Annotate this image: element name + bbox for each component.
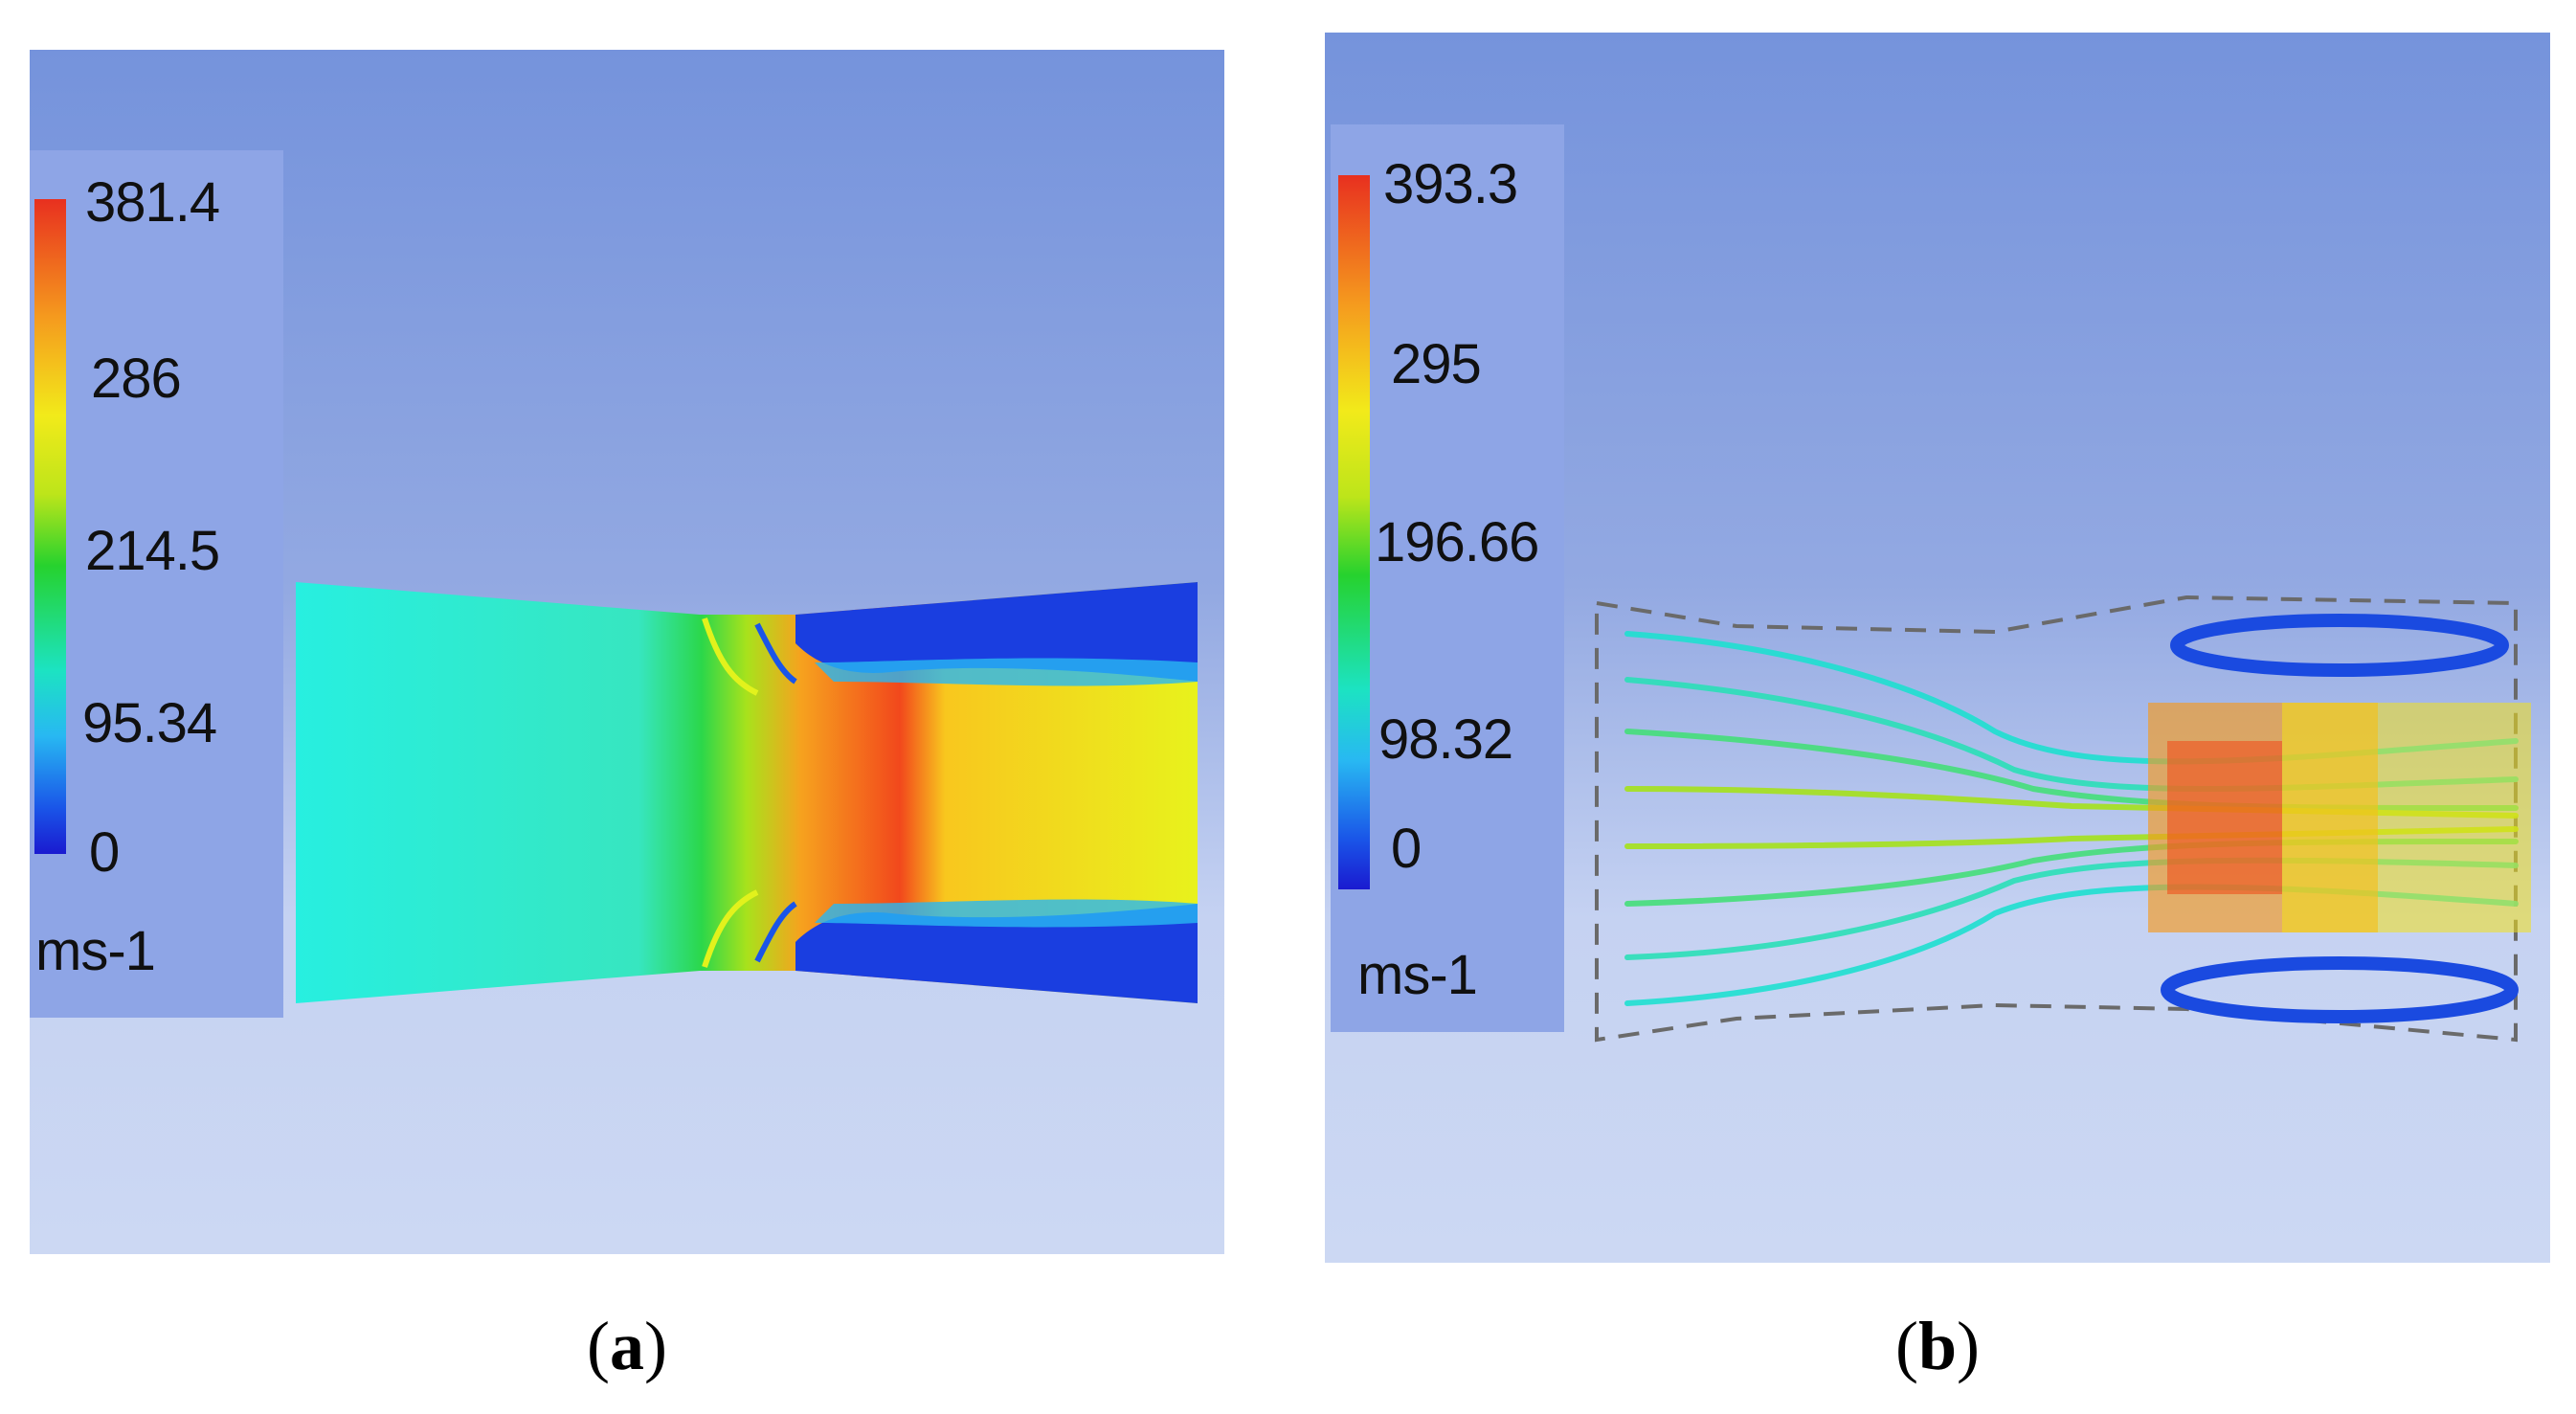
- legend-tick-4-b: 98.32: [1378, 708, 1513, 771]
- legend-unit-a: ms-1: [35, 920, 156, 982]
- caption-a: (a): [587, 1308, 667, 1384]
- contour-plot-a: [296, 582, 1198, 1003]
- legend-min-a: 0: [89, 821, 120, 884]
- upper-shear-a: [815, 658, 1198, 686]
- panel-b-streamlines: 393.3 295 196.66 98.32 0 ms-1: [1325, 33, 2550, 1263]
- colorbar-b: [1338, 175, 1370, 889]
- streamline-plot-b: [1595, 595, 2531, 1043]
- legend-tick-2-a: 286: [91, 348, 182, 410]
- lower-shear-a: [815, 899, 1198, 928]
- colorbar-a: [34, 199, 66, 854]
- upper-vortex-b: [2170, 614, 2509, 677]
- legend-tick-2-b: 295: [1391, 333, 1482, 395]
- color-legend-b: 393.3 295 196.66 98.32 0 ms-1: [1331, 124, 1564, 1032]
- upper-recirculation-a: [795, 582, 1198, 682]
- legend-tick-4-a: 95.34: [82, 692, 217, 754]
- caption-b: (b): [1895, 1308, 1981, 1384]
- domain-outline-b: [1595, 595, 2518, 1043]
- lower-recirculation-a: [795, 904, 1198, 1003]
- legend-min-b: 0: [1391, 818, 1422, 880]
- legend-tick-3-b: 196.66: [1375, 511, 1539, 573]
- legend-max-b: 393.3: [1383, 153, 1518, 215]
- panel-a-contour: 381.4 286 214.5 95.34 0 ms-1: [30, 50, 1224, 1254]
- legend-max-a: 381.4: [85, 171, 220, 234]
- lower-vortex-b: [2161, 956, 2519, 1023]
- color-legend-a: 381.4 286 214.5 95.34 0 ms-1: [30, 150, 283, 1018]
- legend-tick-3-a: 214.5: [85, 520, 220, 582]
- nozzle-domain-a: [296, 582, 1198, 1003]
- legend-unit-b: ms-1: [1357, 944, 1478, 1006]
